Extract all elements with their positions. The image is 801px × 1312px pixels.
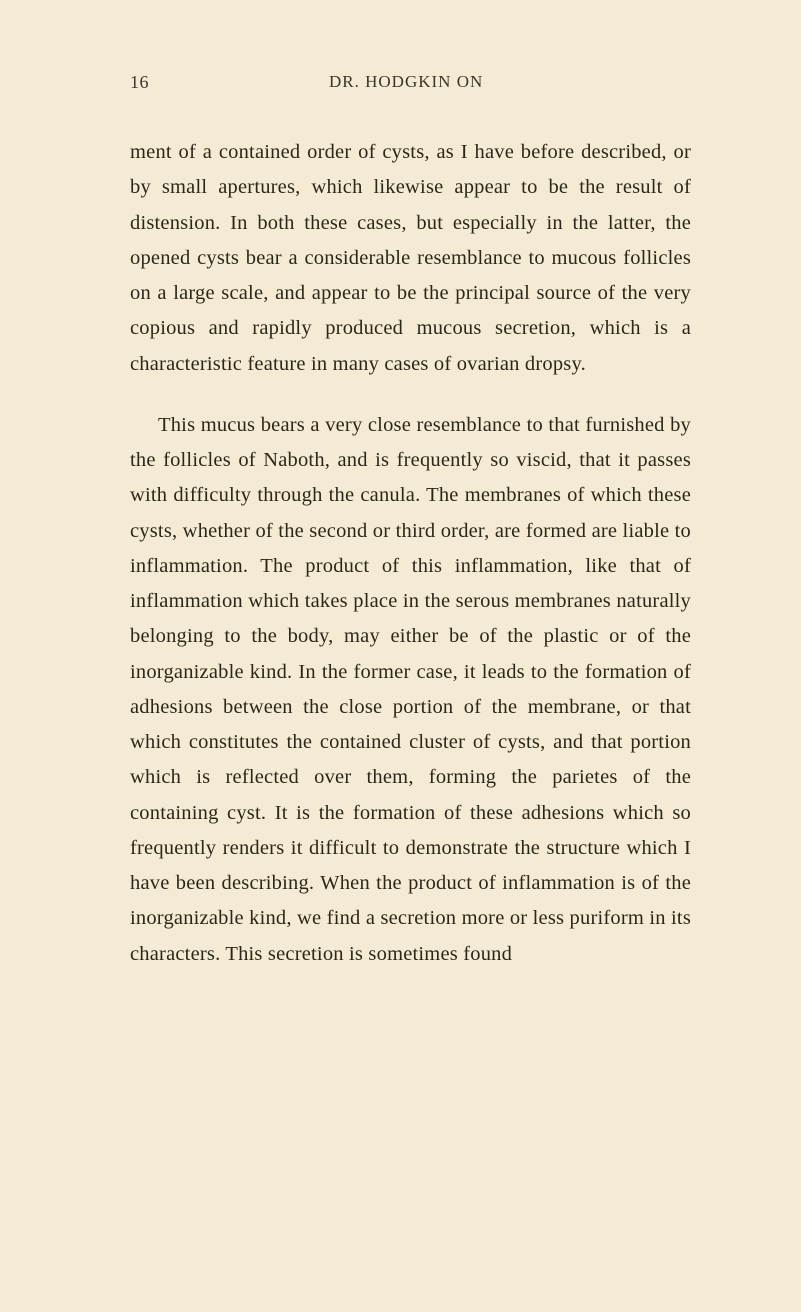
page-number: 16	[130, 72, 149, 93]
running-head: DR. HODGKIN ON	[329, 72, 483, 93]
body-paragraph-1: ment of a contained order of cysts, as I…	[130, 135, 691, 382]
body-paragraph-2: This mucus bears a very close resemblanc…	[130, 408, 691, 972]
page-header: 16 DR. HODGKIN ON	[130, 72, 691, 93]
